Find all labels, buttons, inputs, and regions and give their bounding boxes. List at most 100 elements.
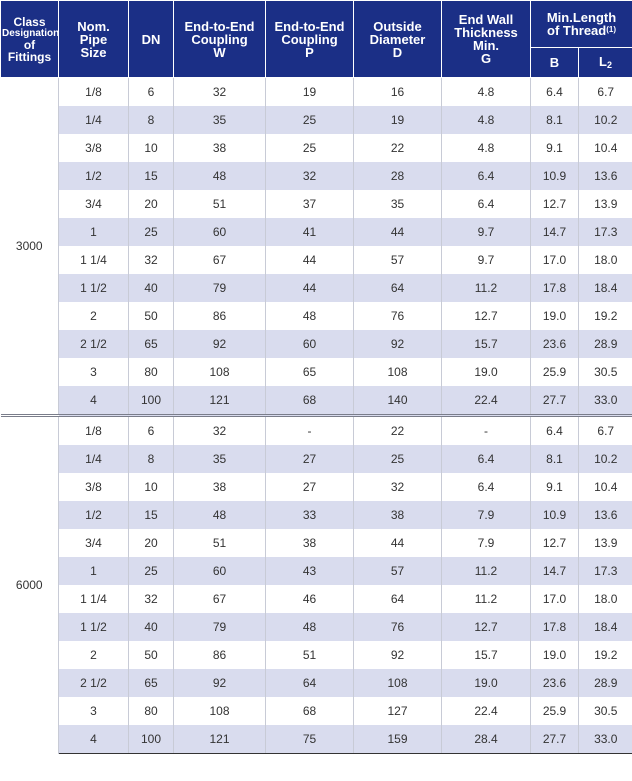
- table-row: 1 1/2 40 79 48 76 12.7 17.8 18.4: [1, 613, 632, 641]
- b-cell: 25.9: [530, 358, 579, 386]
- header-end-wall-thickness: End Wall Thickness Min. G: [441, 0, 531, 78]
- w-cell: 86: [173, 302, 266, 330]
- g-cell: 4.8: [441, 106, 531, 134]
- nps-cell: 3: [58, 358, 129, 386]
- table-row: 2 1/2 65 92 60 92 15.7 23.6 28.9: [1, 330, 632, 358]
- dn-cell: 80: [128, 358, 174, 386]
- table-row: 1/4 8 35 27 25 6.4 8.1 10.2: [1, 445, 632, 473]
- dn-cell: 32: [128, 585, 174, 613]
- header-nominal-pipe-size: Nom. Pipe Size: [58, 0, 129, 78]
- table-row: 3/4 20 51 38 44 7.9 12.7 13.9: [1, 529, 632, 557]
- nps-cell: 4: [58, 725, 129, 754]
- dn-cell: 10: [128, 473, 174, 501]
- l2-cell: 10.4: [577, 473, 632, 501]
- footnote-marker: (1): [606, 25, 617, 34]
- table-row: 1 1/2 40 79 44 64 11.2 17.8 18.4: [1, 274, 632, 302]
- dn-cell: 50: [128, 641, 174, 669]
- l2-cell: 13.6: [577, 162, 632, 190]
- d-cell: 108: [353, 358, 442, 386]
- dn-cell: 40: [128, 613, 174, 641]
- table-row: 3/8 10 38 27 32 6.4 9.1 10.4: [1, 473, 632, 501]
- b-cell: 23.6: [530, 330, 579, 358]
- nps-cell: 1/4: [58, 106, 129, 134]
- w-cell: 121: [173, 386, 266, 416]
- w-cell: 38: [173, 473, 266, 501]
- p-cell: 27: [265, 473, 354, 501]
- nps-cell: 1/2: [58, 501, 129, 529]
- table-row: 2 50 86 51 92 15.7 19.0 19.2: [1, 641, 632, 669]
- header-class-designation: Class Designation of Fittings: [0, 0, 59, 78]
- w-cell: 121: [173, 725, 266, 754]
- p-cell: 46: [265, 585, 354, 613]
- table-row: 1/2 15 48 33 38 7.9 10.9 13.6: [1, 501, 632, 529]
- l2-cell: 17.3: [577, 218, 632, 246]
- dn-cell: 8: [128, 445, 174, 473]
- l2-cell: 13.9: [577, 529, 632, 557]
- g-cell: 11.2: [441, 557, 531, 585]
- b-cell: 9.1: [530, 473, 579, 501]
- l2-cell: 10.4: [577, 134, 632, 162]
- w-cell: 51: [173, 529, 266, 557]
- l2-cell: 10.2: [577, 445, 632, 473]
- g-cell: 9.7: [441, 246, 531, 274]
- class-designation-cell: 3000: [0, 77, 59, 416]
- d-cell: 76: [353, 613, 442, 641]
- header-coupling-w: End-to-End Coupling W: [173, 0, 266, 78]
- d-cell: 64: [353, 585, 442, 613]
- g-cell: 6.4: [441, 473, 531, 501]
- dn-cell: 25: [128, 557, 174, 585]
- l2-cell: 33.0: [577, 386, 632, 416]
- p-cell: 43: [265, 557, 354, 585]
- d-cell: 92: [353, 641, 442, 669]
- nps-cell: 3/4: [58, 529, 129, 557]
- dn-cell: 8: [128, 106, 174, 134]
- w-cell: 35: [173, 445, 266, 473]
- l2-cell: 6.7: [577, 414, 632, 445]
- w-cell: 92: [173, 669, 266, 697]
- dn-cell: 100: [128, 725, 174, 754]
- d-cell: 159: [353, 725, 442, 754]
- l2-cell: 10.2: [577, 106, 632, 134]
- table-row: 2 1/2 65 92 64 108 19.0 23.6 28.9: [1, 669, 632, 697]
- l2-cell: 18.4: [577, 274, 632, 302]
- p-cell: 44: [265, 246, 354, 274]
- d-cell: 64: [353, 274, 442, 302]
- l2-cell: 30.5: [577, 358, 632, 386]
- l2-cell: 13.9: [577, 190, 632, 218]
- dn-cell: 80: [128, 697, 174, 725]
- dn-cell: 10: [128, 134, 174, 162]
- b-cell: 19.0: [530, 302, 579, 330]
- b-cell: 12.7: [530, 529, 579, 557]
- b-cell: 27.7: [530, 386, 579, 416]
- p-cell: 65: [265, 358, 354, 386]
- g-cell: 11.2: [441, 585, 531, 613]
- l2-cell: 18.0: [577, 585, 632, 613]
- dn-cell: 20: [128, 529, 174, 557]
- nps-cell: 3: [58, 697, 129, 725]
- w-cell: 32: [173, 414, 266, 445]
- dn-cell: 50: [128, 302, 174, 330]
- g-cell: -: [441, 414, 531, 445]
- w-cell: 51: [173, 190, 266, 218]
- b-cell: 9.1: [530, 134, 579, 162]
- g-cell: 22.4: [441, 697, 531, 725]
- d-cell: 44: [353, 529, 442, 557]
- b-cell: 14.7: [530, 218, 579, 246]
- nps-cell: 1/4: [58, 445, 129, 473]
- b-cell: 6.4: [530, 77, 579, 106]
- header-coupling-p: End-to-End Coupling P: [265, 0, 354, 78]
- nps-cell: 1/2: [58, 162, 129, 190]
- d-cell: 16: [353, 77, 442, 106]
- g-cell: 6.4: [441, 190, 531, 218]
- table-row: 3000 1/8 6 32 19 16 4.8 6.4 6.7: [0, 77, 632, 416]
- p-cell: 48: [265, 613, 354, 641]
- header-thread-b: B: [530, 47, 579, 78]
- l2-cell: 18.0: [577, 246, 632, 274]
- table-row: 3 80 108 68 127 22.4 25.9 30.5: [1, 697, 632, 725]
- header-min-length-of-thread: Min.Length of Thread(1): [529, 0, 632, 48]
- g-cell: 12.7: [441, 302, 531, 330]
- d-cell: 22: [353, 134, 442, 162]
- nps-cell: 3/4: [58, 190, 129, 218]
- table-body: 3000 1/8 6 32 19 16 4.8 6.4 6.7 1/4 8 35 25 19 4.8 8.1 1…: [0, 77, 632, 754]
- b-cell: 8.1: [530, 106, 579, 134]
